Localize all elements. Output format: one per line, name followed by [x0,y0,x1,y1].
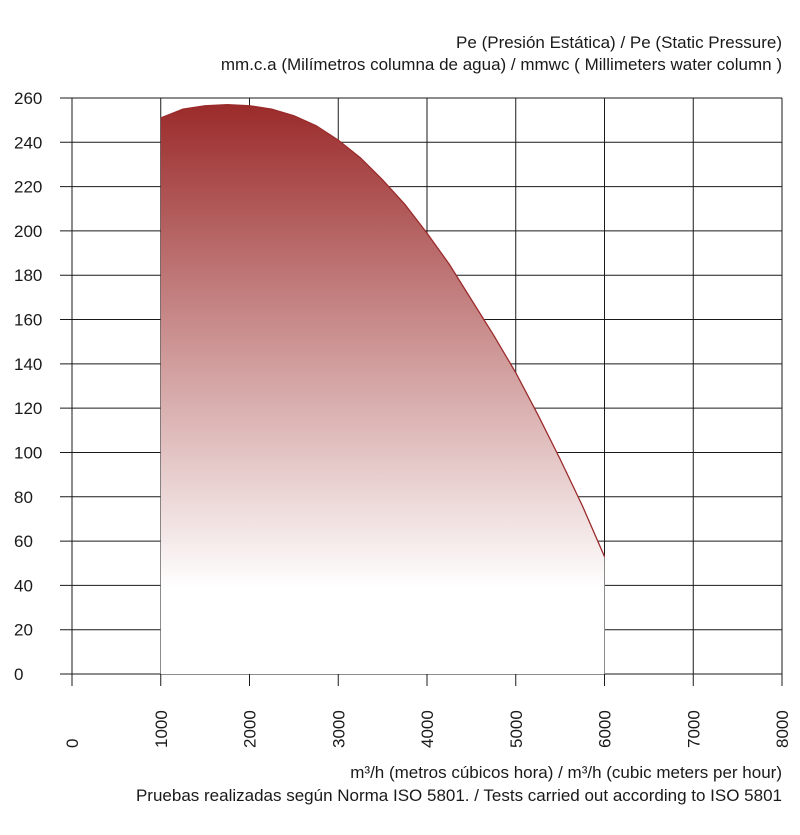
y-axis-title-line-1: Pe (Presión Estática) / Pe (Static Press… [456,33,782,52]
y-tick-label: 100 [14,443,42,462]
y-tick-label: 220 [14,178,42,197]
x-tick-label: 6000 [596,710,615,748]
x-tick-label: 3000 [329,710,348,748]
y-tick-label: 260 [14,89,42,108]
y-tick-label: 200 [14,222,42,241]
y-axis-title-line-2: mm.c.a (Milímetros columna de agua) / mm… [220,55,782,74]
y-tick-labels: 0 20 40 60 80 100 120 140 160 180 200 220 240 260 [14,89,42,684]
x-tick-label: 1000 [152,710,171,748]
x-axis-title: m³/h (metros cúbicos hora) / m³/h (cubic… [350,763,782,782]
y-tick-label: 0 [14,665,23,684]
x-tick-label: 2000 [241,710,260,748]
y-tick-label: 180 [14,266,42,285]
y-tick-label: 40 [14,576,33,595]
x-tick-label: 0 [63,739,82,748]
y-tick-label: 20 [14,621,33,640]
x-tick-label: 5000 [507,710,526,748]
x-tick-labels: 0 1000 2000 3000 4000 5000 6000 7000 8000 [63,710,792,748]
y-tick-label: 140 [14,355,42,374]
x-tick-label: 7000 [684,710,703,748]
y-tick-label: 60 [14,532,33,551]
series-line [160,103,606,557]
x-tick-label: 8000 [773,710,792,748]
y-tick-label: 160 [14,311,42,330]
area-fill [160,104,605,674]
x-tick-label: 4000 [418,710,437,748]
y-tick-label: 240 [14,133,42,152]
test-standard-note: Pruebas realizadas según Norma ISO 5801.… [135,786,782,805]
y-tick-label: 80 [14,488,33,507]
y-tick-label: 120 [14,399,42,418]
